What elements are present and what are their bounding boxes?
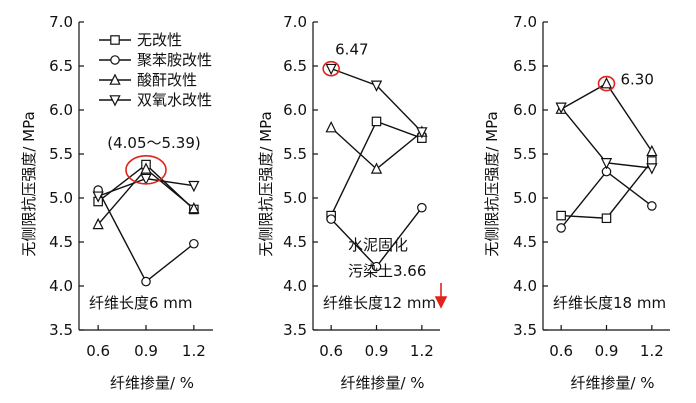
y-tick-label: 6.0	[513, 101, 537, 119]
y-tick-label: 7.0	[513, 13, 537, 31]
circle-marker	[556, 223, 566, 233]
y-tick-label: 7.0	[283, 13, 307, 31]
square-marker	[371, 116, 382, 127]
y-tick-label: 5.5	[49, 145, 73, 163]
y-tick-label: 6.5	[513, 57, 537, 75]
y-tick-label: 6.5	[49, 57, 73, 75]
y-tick-label: 4.5	[283, 233, 307, 251]
y-tick-label: 5.5	[513, 145, 537, 163]
y-tick-label: 4.0	[49, 277, 73, 295]
triangle-down-marker	[109, 95, 121, 107]
legend-label: 聚苯胺改性	[137, 51, 212, 69]
triangle-up-marker	[188, 202, 200, 214]
x-tick-label: 0.9	[365, 342, 389, 360]
triangle-down-marker	[646, 163, 658, 175]
y-tick-label: 5.0	[513, 189, 537, 207]
y-tick-label: 4.5	[513, 233, 537, 251]
triangle-down-marker	[188, 180, 200, 193]
panel-label: 纤维长度6 mm	[89, 294, 193, 312]
triangle-up-marker	[140, 162, 152, 174]
legend-label: 酸酐改性	[137, 71, 197, 89]
series-line-3	[560, 82, 653, 152]
square-marker	[110, 35, 120, 45]
highlight-circle	[597, 75, 616, 92]
triangle-up-marker	[370, 162, 383, 174]
circle-marker	[141, 276, 151, 287]
triangle-down-marker	[140, 173, 152, 186]
x-tick-label: 0.9	[134, 342, 158, 360]
circle-marker	[189, 238, 199, 249]
y-tick-label: 3.5	[283, 321, 307, 339]
y-axis-title: 无侧限抗压强度/ MPa	[257, 111, 275, 256]
y-tick-label: 4.0	[513, 277, 537, 295]
circle-marker	[647, 201, 657, 211]
triangle-up-marker	[646, 144, 658, 157]
legend-label: 无改性	[137, 31, 182, 49]
triangle-down-marker	[600, 158, 613, 170]
y-tick-label: 6.5	[283, 57, 307, 75]
triangle-down-marker	[370, 80, 383, 92]
circle-marker	[110, 55, 120, 65]
triangle-down-marker	[325, 63, 337, 76]
legend-label: 双氧水改性	[137, 91, 212, 109]
x-tick-label: 1.2	[640, 342, 664, 360]
y-tick-label: 3.5	[513, 321, 537, 339]
y-tick-label: 4.5	[49, 233, 73, 251]
x-tick-label: 1.2	[182, 342, 206, 360]
triangle-up-marker	[325, 121, 337, 133]
x-tick-label: 0.6	[86, 342, 110, 360]
panel-label: 纤维长度12 mm	[323, 294, 436, 312]
y-tick-label: 5.5	[283, 145, 307, 163]
x-tick-label: 0.6	[549, 342, 573, 360]
circle-marker	[371, 261, 382, 272]
series-line-2	[97, 189, 195, 283]
reference-note-line2: 污染土3.66	[348, 262, 426, 280]
y-axis-title: 无侧限抗压强度/ MPa	[20, 111, 38, 256]
y-tick-label: 5.0	[49, 189, 73, 207]
x-tick-label: 0.9	[595, 342, 619, 360]
x-tick-label: 0.6	[319, 342, 343, 360]
reference-note-line1: 水泥固化	[348, 236, 408, 254]
circle-marker	[417, 202, 427, 213]
y-tick-label: 6.0	[283, 101, 307, 119]
panel-label: 纤维长度18 mm	[553, 294, 666, 312]
triangle-up-marker	[600, 77, 613, 89]
y-tick-label: 4.0	[283, 277, 307, 295]
x-axis-title: 纤维掺量/ %	[570, 374, 654, 392]
triangle-down-marker	[416, 127, 428, 139]
highlight-circle	[125, 155, 167, 185]
arrow-down-icon	[434, 296, 448, 309]
y-tick-label: 3.5	[49, 321, 73, 339]
highlight-circle	[322, 60, 340, 77]
chart-panel-2: 3.5 4.0 4.5 5.0 5.5 6.0 6.5 7.0 0.6 0.9 1.2 纤维掺量/ %…	[257, 13, 448, 392]
x-tick-label: 1.2	[410, 342, 434, 360]
y-axis-title: 无侧限抗压强度/ MPa	[483, 111, 501, 256]
x-axis-title: 纤维掺量/ %	[340, 374, 424, 392]
triangle-up-marker	[109, 73, 121, 85]
chart-panel-3: 3.5 4.0 4.5 5.0 5.5 6.0 6.5 7.0 0.6 0.9 1.2 纤维掺量/ %…	[483, 13, 670, 392]
chart-panel-1: 3.5 4.0 4.5 5.0 5.5 6.0 6.5 7.0 0.6 0.9 1.2 纤维掺量/ %…	[20, 13, 213, 392]
y-tick-label: 6.0	[49, 101, 73, 119]
triangle-down-marker	[555, 102, 567, 114]
y-tick-label: 7.0	[49, 13, 73, 31]
range-annotation: (4.05～5.39)	[107, 134, 201, 152]
triangle-up-marker	[92, 217, 104, 230]
peak-annotation: 6.30	[621, 71, 654, 89]
square-marker	[601, 213, 612, 224]
square-marker	[556, 210, 566, 221]
peak-annotation: 6.47	[335, 41, 368, 59]
x-axis-title: 纤维掺量/ %	[110, 374, 194, 392]
y-tick-label: 5.0	[283, 189, 307, 207]
circle-marker	[326, 214, 336, 224]
triangle-down-marker	[92, 191, 104, 203]
